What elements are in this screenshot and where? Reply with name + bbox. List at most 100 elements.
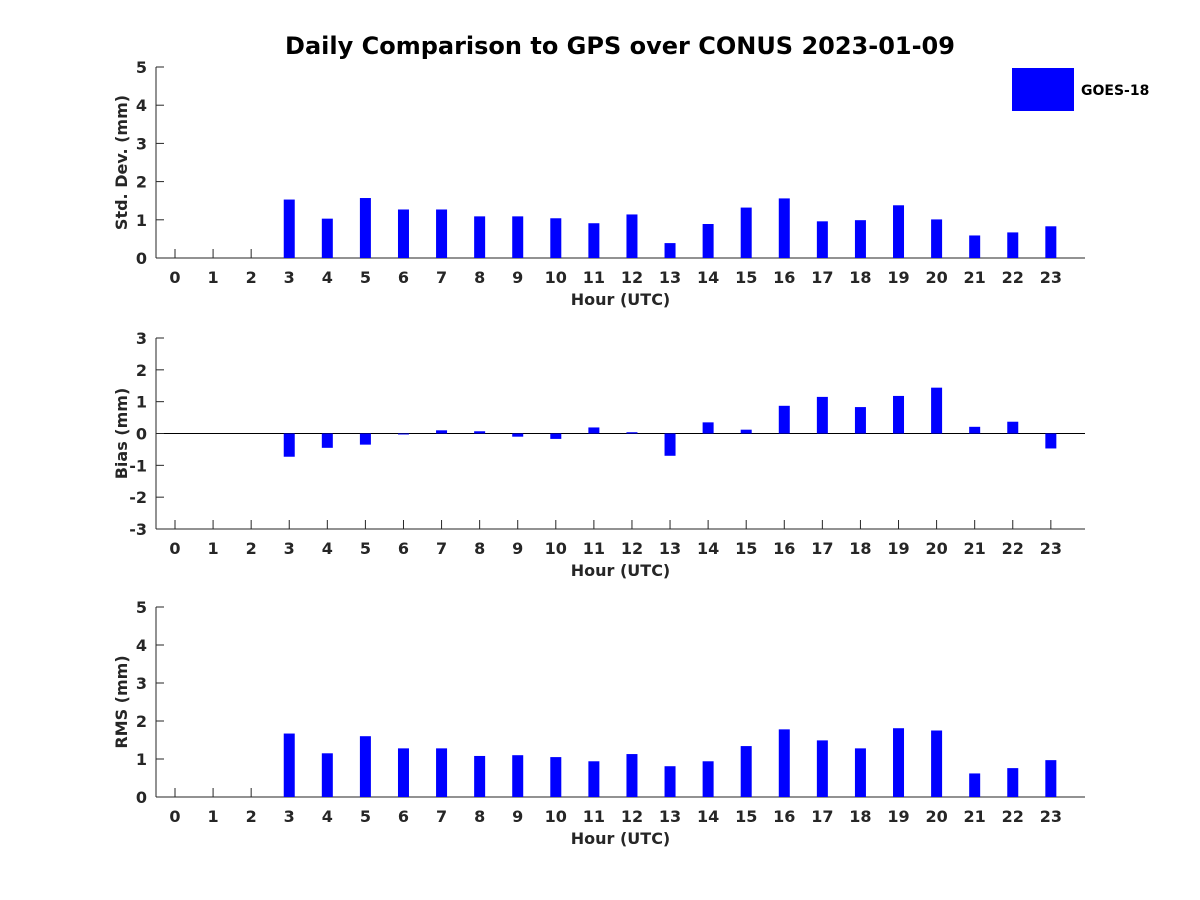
y-tick-label: -1 [129,456,147,475]
x-tick-label: 8 [474,539,485,558]
x-tick-label: 20 [925,268,947,287]
legend-swatch-goes-18 [1012,68,1074,111]
bar-hour-20 [931,219,943,258]
legend-label-goes-18: GOES-18 [1081,83,1149,99]
chart-title: Daily Comparison to GPS over CONUS 2023-… [285,32,955,60]
x-tick-label: 11 [583,268,605,287]
y-tick-label: 5 [136,598,147,617]
x-tick-label: 0 [169,539,180,558]
x-tick-label: 10 [545,539,567,558]
x-tick-label: 22 [1002,539,1024,558]
x-tick-label: 13 [659,807,681,826]
bar-hour-13 [664,433,676,456]
bar-hour-18 [854,748,866,797]
x-tick-label: 8 [474,807,485,826]
bar-hour-15 [740,207,752,258]
bar-hour-5 [359,198,371,258]
y-tick-label: 0 [136,425,147,444]
x-tick-label: 13 [659,539,681,558]
bar-hour-22 [1007,232,1019,258]
x-tick-label: 23 [1040,268,1062,287]
x-tick-label: 20 [925,539,947,558]
x-tick-label: 16 [773,268,795,287]
x-tick-label: 23 [1040,807,1062,826]
x-tick-label: 5 [360,268,371,287]
y-tick-label: 3 [136,329,147,348]
x-tick-label: 0 [169,268,180,287]
bar-hour-23 [1045,433,1057,449]
x-tick-label: 15 [735,539,757,558]
bar-hour-23 [1045,760,1057,797]
bar-hour-3 [283,433,295,457]
y-tick-label: 2 [136,361,147,380]
y-tick-label: 4 [136,636,147,655]
y-tick-label: 3 [136,134,147,153]
x-tick-label: 21 [964,807,986,826]
x-tick-label: 22 [1002,268,1024,287]
x-tick-label: 7 [436,807,447,826]
bar-hour-12 [626,432,638,434]
bar-hour-4 [321,433,333,448]
y-axis-label: Bias (mm) [112,388,131,480]
x-tick-label: 14 [697,539,719,558]
bar-hour-7 [436,748,448,797]
bar-hour-9 [512,755,524,797]
x-tick-label: 6 [398,268,409,287]
x-tick-label: 12 [621,268,643,287]
bar-hour-20 [931,387,943,434]
bar-hour-16 [778,729,790,797]
x-tick-label: 17 [811,807,833,826]
x-axis-label: Hour (UTC) [571,290,671,309]
bar-hour-21 [969,426,981,434]
x-tick-label: 15 [735,268,757,287]
x-tick-label: 1 [208,807,219,826]
x-tick-label: 21 [964,539,986,558]
bar-hour-3 [283,733,295,797]
x-tick-label: 7 [436,539,447,558]
y-axis-label: Std. Dev. (mm) [112,95,131,230]
bar-hour-17 [816,740,828,797]
bar-hour-8 [474,755,486,797]
x-tick-label: 3 [284,268,295,287]
x-tick-label: 15 [735,807,757,826]
bar-hour-9 [512,433,524,437]
x-tick-label: 9 [512,539,523,558]
bar-hour-22 [1007,768,1019,797]
bar-hour-12 [626,754,638,797]
y-tick-label: 3 [136,674,147,693]
x-tick-label: 4 [322,268,333,287]
y-tick-label: 0 [136,788,147,807]
bar-hour-3 [283,199,295,258]
bar-hour-13 [664,243,676,258]
bar-hour-15 [740,746,752,797]
bar-hour-18 [854,407,866,434]
x-tick-label: 2 [246,268,257,287]
y-tick-label: 0 [136,249,147,268]
x-tick-label: 21 [964,268,986,287]
x-tick-label: 2 [246,539,257,558]
y-tick-label: 5 [136,58,147,77]
bar-hour-7 [436,430,448,434]
x-tick-label: 5 [360,539,371,558]
x-tick-label: 9 [512,268,523,287]
bar-hour-14 [702,761,714,797]
bar-hour-4 [321,218,333,258]
x-tick-label: 5 [360,807,371,826]
bar-hour-10 [550,757,562,797]
x-tick-label: 9 [512,807,523,826]
x-tick-label: 4 [322,807,333,826]
bar-hour-17 [816,396,828,434]
bar-hour-11 [588,223,600,258]
x-tick-label: 2 [246,807,257,826]
x-tick-label: 22 [1002,807,1024,826]
y-tick-label: 1 [136,211,147,230]
bar-hour-19 [893,728,905,797]
x-tick-label: 18 [849,539,871,558]
x-tick-label: 14 [697,807,719,826]
bar-hour-11 [588,761,600,797]
x-tick-label: 7 [436,268,447,287]
x-tick-label: 18 [849,807,871,826]
